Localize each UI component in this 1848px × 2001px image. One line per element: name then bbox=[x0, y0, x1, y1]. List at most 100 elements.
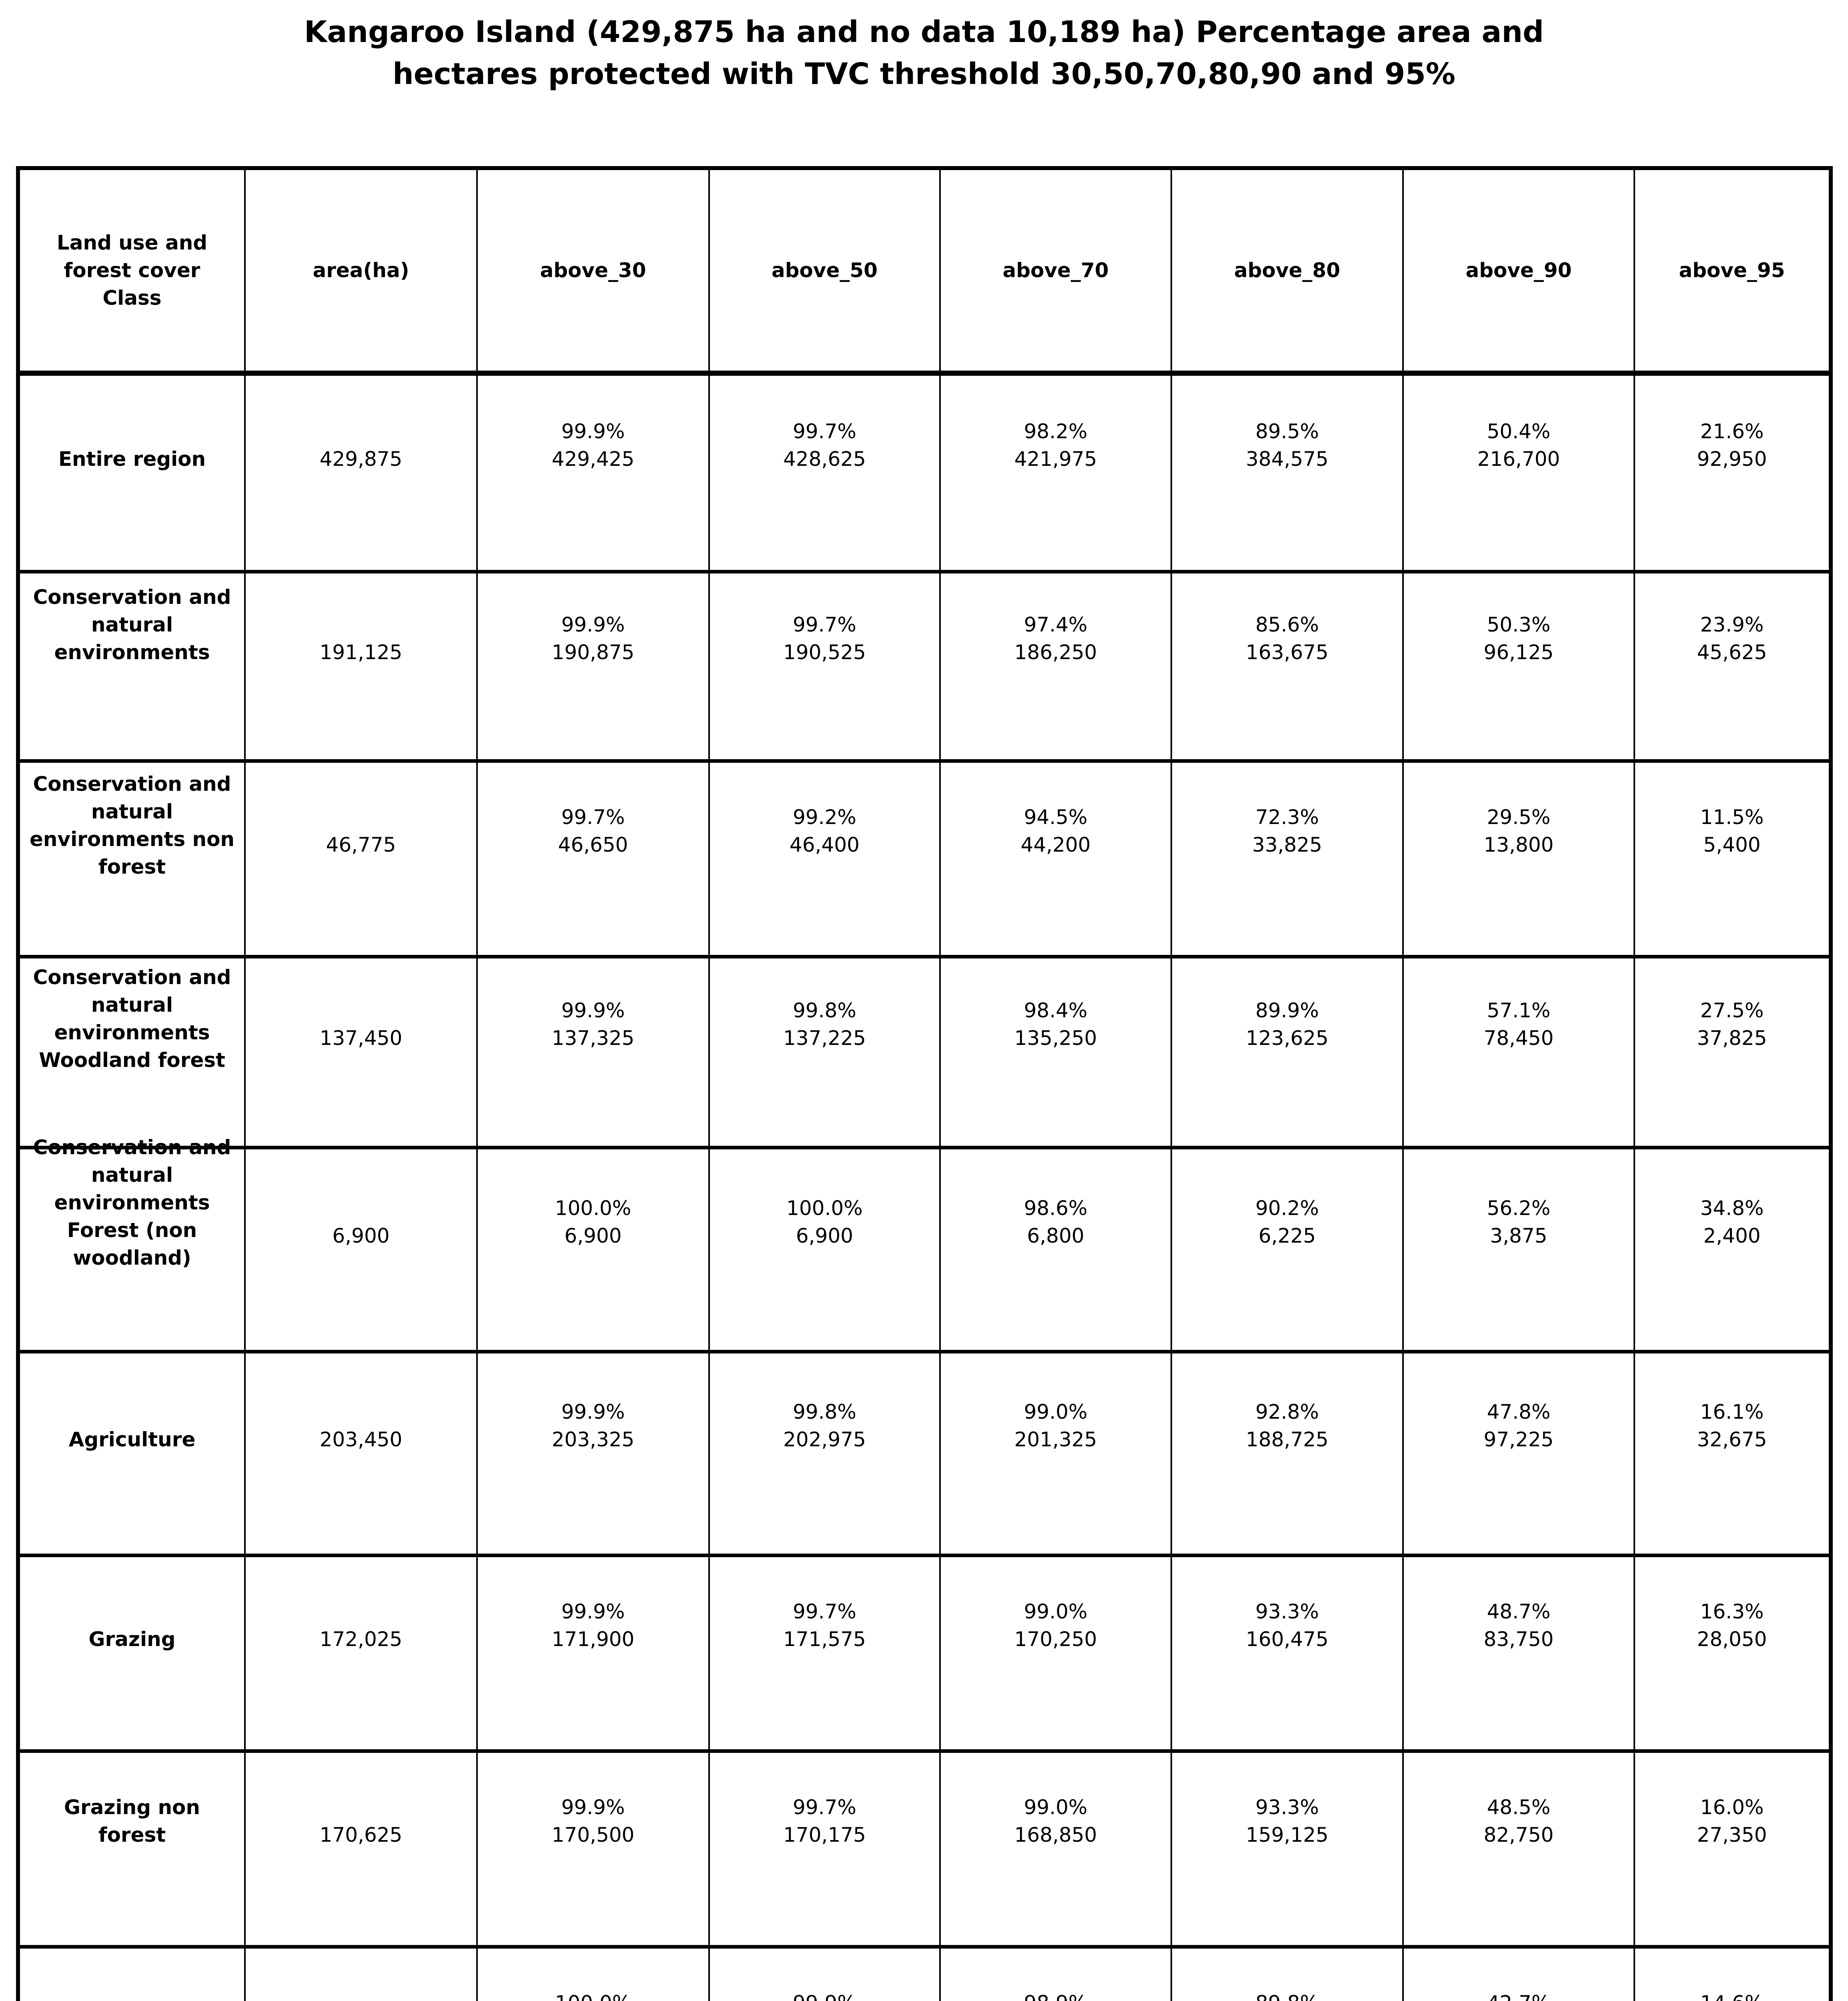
threshold-percent: 57.1% bbox=[1487, 999, 1551, 1022]
threshold-percent: 99.9% bbox=[561, 613, 625, 636]
table-row: Grazing 172,025 99.9% 171,900 99.7% 171,575 99… bbox=[20, 1554, 1829, 1749]
threshold-hectares: 44,200 bbox=[1020, 833, 1091, 856]
row-label: Agriculture bbox=[68, 1428, 196, 1451]
threshold-values: 99.9% 171,900 bbox=[480, 1598, 706, 1653]
threshold-percent: 99.8% bbox=[793, 1400, 856, 1424]
threshold-hectares: 45,625 bbox=[1697, 641, 1767, 664]
threshold-cell: 34.8% 2,400 bbox=[1634, 1149, 1829, 1350]
area-cell: 203,450 bbox=[244, 1353, 476, 1554]
threshold-hectares: 92,950 bbox=[1697, 447, 1767, 471]
threshold-percent: 85.6% bbox=[1255, 613, 1319, 636]
threshold-values: 99.0% 170,250 bbox=[943, 1598, 1168, 1653]
threshold-percent: 50.3% bbox=[1487, 613, 1551, 636]
threshold-cell: 99.9% 429,425 bbox=[476, 376, 708, 570]
threshold-percent: 99.9% bbox=[561, 999, 625, 1022]
threshold-percent: 48.5% bbox=[1487, 1796, 1551, 1819]
threshold-percent: 27.5% bbox=[1700, 999, 1764, 1022]
threshold-hectares: 163,675 bbox=[1246, 641, 1329, 664]
area-value: 429,875 bbox=[319, 447, 403, 471]
area-cell: 170,625 bbox=[244, 1753, 476, 1945]
col-header-label: above_70 bbox=[1002, 259, 1109, 282]
threshold-hectares: 190,525 bbox=[783, 641, 866, 664]
threshold-cell: 99.8% 202,975 bbox=[708, 1353, 939, 1554]
threshold-hectares: 6,225 bbox=[1258, 1224, 1316, 1247]
threshold-cell: 23.9% 45,625 bbox=[1634, 573, 1829, 759]
threshold-cell: 29.5% 13,800 bbox=[1402, 763, 1634, 955]
threshold-percent: 72.3% bbox=[1255, 806, 1319, 829]
table-row: Cropping31,050 100.0%31,050 99.9%31,025 98.… bbox=[20, 1945, 1829, 2001]
threshold-hectares: 188,725 bbox=[1246, 1428, 1329, 1451]
col-header: above_90 bbox=[1402, 170, 1634, 371]
threshold-cell: 92.8% 188,725 bbox=[1171, 1353, 1402, 1554]
row-label: Grazing non forest bbox=[64, 1796, 200, 1847]
threshold-hectares: 37,825 bbox=[1697, 1027, 1767, 1050]
threshold-values: 72.3% 33,825 bbox=[1175, 804, 1400, 859]
table-row: Conservation and natural environments Fo… bbox=[20, 1136, 1829, 1350]
data-table: Land use and forest cover Class area(ha) a… bbox=[16, 166, 1833, 2001]
area-value: 6,900 bbox=[332, 1224, 390, 1247]
threshold-cell: 100.0%31,050 bbox=[476, 1949, 708, 2001]
col-header-label: area(ha) bbox=[313, 259, 409, 282]
threshold-percent: 99.7% bbox=[561, 806, 625, 829]
threshold-cell: 94.5% 44,200 bbox=[939, 763, 1171, 955]
threshold-values: 16.3% 28,050 bbox=[1638, 1598, 1826, 1653]
threshold-hectares: 123,625 bbox=[1246, 1027, 1329, 1050]
threshold-percent: 99.7% bbox=[793, 1600, 856, 1623]
threshold-percent: 14.6% bbox=[1638, 1989, 1826, 2001]
threshold-percent: 21.6% bbox=[1700, 419, 1764, 443]
threshold-values: 11.5% 5,400 bbox=[1638, 804, 1826, 859]
row-label-cell: Conservation and natural environments no… bbox=[20, 763, 244, 955]
threshold-hectares: 83,750 bbox=[1483, 1628, 1554, 1651]
col-header-label: above_95 bbox=[1679, 259, 1785, 282]
threshold-cell: 98.4% 135,250 bbox=[939, 958, 1171, 1146]
row-label-cell: Conservation and natural environments Wo… bbox=[20, 958, 244, 1146]
threshold-cell: 56.2% 3,875 bbox=[1402, 1149, 1634, 1350]
threshold-values: 57.1% 78,450 bbox=[1406, 997, 1631, 1052]
threshold-hectares: 82,750 bbox=[1483, 1823, 1554, 1847]
threshold-values: 99.0% 201,325 bbox=[943, 1398, 1168, 1454]
threshold-percent: 99.9% bbox=[561, 1400, 625, 1424]
threshold-cell: 99.9%31,025 bbox=[708, 1949, 939, 2001]
threshold-cell: 99.9% 137,325 bbox=[476, 958, 708, 1146]
threshold-percent: 29.5% bbox=[1487, 806, 1551, 829]
row-label-cell: Conservation and natural environments Fo… bbox=[20, 1136, 244, 1350]
threshold-values: 48.7% 83,750 bbox=[1406, 1598, 1631, 1653]
threshold-percent: 16.0% bbox=[1700, 1796, 1764, 1819]
threshold-hectares: 6,900 bbox=[796, 1224, 854, 1247]
threshold-hectares: 32,675 bbox=[1697, 1428, 1767, 1451]
threshold-percent: 23.9% bbox=[1700, 613, 1764, 636]
threshold-values: 98.2% 421,975 bbox=[943, 418, 1168, 473]
threshold-hectares: 170,500 bbox=[551, 1823, 635, 1847]
threshold-values: 99.0% 168,850 bbox=[943, 1794, 1168, 1849]
threshold-values: 99.7% 46,650 bbox=[480, 804, 706, 859]
threshold-values: 23.9% 45,625 bbox=[1638, 611, 1826, 666]
threshold-hectares: 428,625 bbox=[783, 447, 866, 471]
threshold-values: 100.0% 6,900 bbox=[480, 1195, 706, 1250]
table-row: Agriculture 203,450 99.9% 203,325 99.8% 202,9… bbox=[20, 1350, 1829, 1554]
threshold-percent: 16.1% bbox=[1700, 1400, 1764, 1424]
threshold-percent: 100.0% bbox=[555, 1196, 631, 1220]
threshold-values: 90.2% 6,225 bbox=[1175, 1195, 1400, 1250]
threshold-cell: 99.2% 46,400 bbox=[708, 763, 939, 955]
threshold-percent: 93.3% bbox=[1255, 1600, 1319, 1623]
row-label: Grazing bbox=[88, 1628, 176, 1651]
row-label: Conservation and natural environments Fo… bbox=[33, 1135, 231, 1269]
threshold-percent: 50.4% bbox=[1487, 419, 1551, 443]
area-value: 170,625 bbox=[319, 1823, 403, 1847]
threshold-percent: 99.8% bbox=[793, 999, 856, 1022]
threshold-hectares: 186,250 bbox=[1014, 641, 1097, 664]
threshold-percent: 99.0% bbox=[1024, 1400, 1088, 1424]
threshold-hectares: 46,650 bbox=[558, 833, 628, 856]
threshold-cell: 99.7% 46,650 bbox=[476, 763, 708, 955]
threshold-values: 47.8% 97,225 bbox=[1406, 1398, 1631, 1454]
threshold-values: 97.4% 186,250 bbox=[943, 611, 1168, 666]
area-cell: 6,900 bbox=[244, 1149, 476, 1350]
row-label-cell: Grazing non forest bbox=[20, 1753, 244, 1945]
threshold-cell: 100.0% 6,900 bbox=[708, 1149, 939, 1350]
threshold-values: 29.5% 13,800 bbox=[1406, 804, 1631, 859]
threshold-cell: 89.9% 123,625 bbox=[1171, 958, 1402, 1146]
threshold-hectares: 168,850 bbox=[1014, 1823, 1097, 1847]
threshold-hectares: 78,450 bbox=[1483, 1027, 1554, 1050]
threshold-cell: 93.3% 160,475 bbox=[1171, 1557, 1402, 1749]
